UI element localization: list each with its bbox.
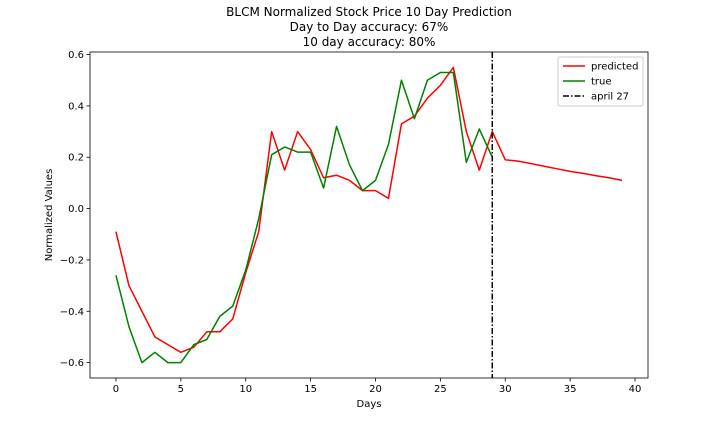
- series-line-true: [115, 71, 493, 364]
- chart-title: BLCM Normalized Stock Price 10 Day Predi…: [226, 5, 512, 49]
- x-tick-label: 15: [304, 384, 317, 395]
- y-axis-label: Normalized Values: [44, 169, 55, 262]
- y-tick-label: −0.2: [60, 255, 84, 266]
- y-tick-label: 0.2: [68, 153, 84, 164]
- y-tick-label: 0.0: [68, 204, 84, 215]
- x-axis-ticks: 0 5 10 15 20 25 30 35 40: [113, 378, 642, 395]
- legend-label-predicted: predicted: [591, 62, 638, 73]
- y-tick-label: −0.4: [60, 307, 84, 318]
- legend: predicted true april 27: [557, 56, 644, 107]
- x-tick-label: 35: [564, 384, 577, 395]
- axes-frame: [89, 51, 649, 379]
- x-tick-label: 25: [434, 384, 447, 395]
- y-tick-label: 0.6: [68, 50, 84, 61]
- y-tick-label: −0.6: [60, 358, 84, 369]
- plot-area: [115, 52, 623, 378]
- legend-label-true: true: [591, 77, 612, 88]
- x-tick-label: 5: [178, 384, 184, 395]
- legend-box: [557, 56, 644, 107]
- chart-title-line-2: Day to Day accuracy: 67%: [290, 20, 449, 34]
- y-axis-ticks: −0.6 −0.4 −0.2 0.0 0.2 0.4 0.6: [60, 50, 90, 369]
- x-axis-label: Days: [357, 399, 382, 410]
- x-tick-label: 0: [113, 384, 119, 395]
- chart-title-line-3: 10 day accuracy: 80%: [303, 35, 436, 49]
- x-tick-label: 30: [499, 384, 512, 395]
- x-tick-label: 20: [369, 384, 382, 395]
- x-tick-label: 10: [239, 384, 252, 395]
- chart-title-line-1: BLCM Normalized Stock Price 10 Day Predi…: [226, 5, 512, 19]
- series-line-predicted: [115, 66, 623, 354]
- x-tick-label: 40: [629, 384, 642, 395]
- legend-label-april-27: april 27: [591, 92, 629, 103]
- y-tick-label: 0.4: [68, 101, 84, 112]
